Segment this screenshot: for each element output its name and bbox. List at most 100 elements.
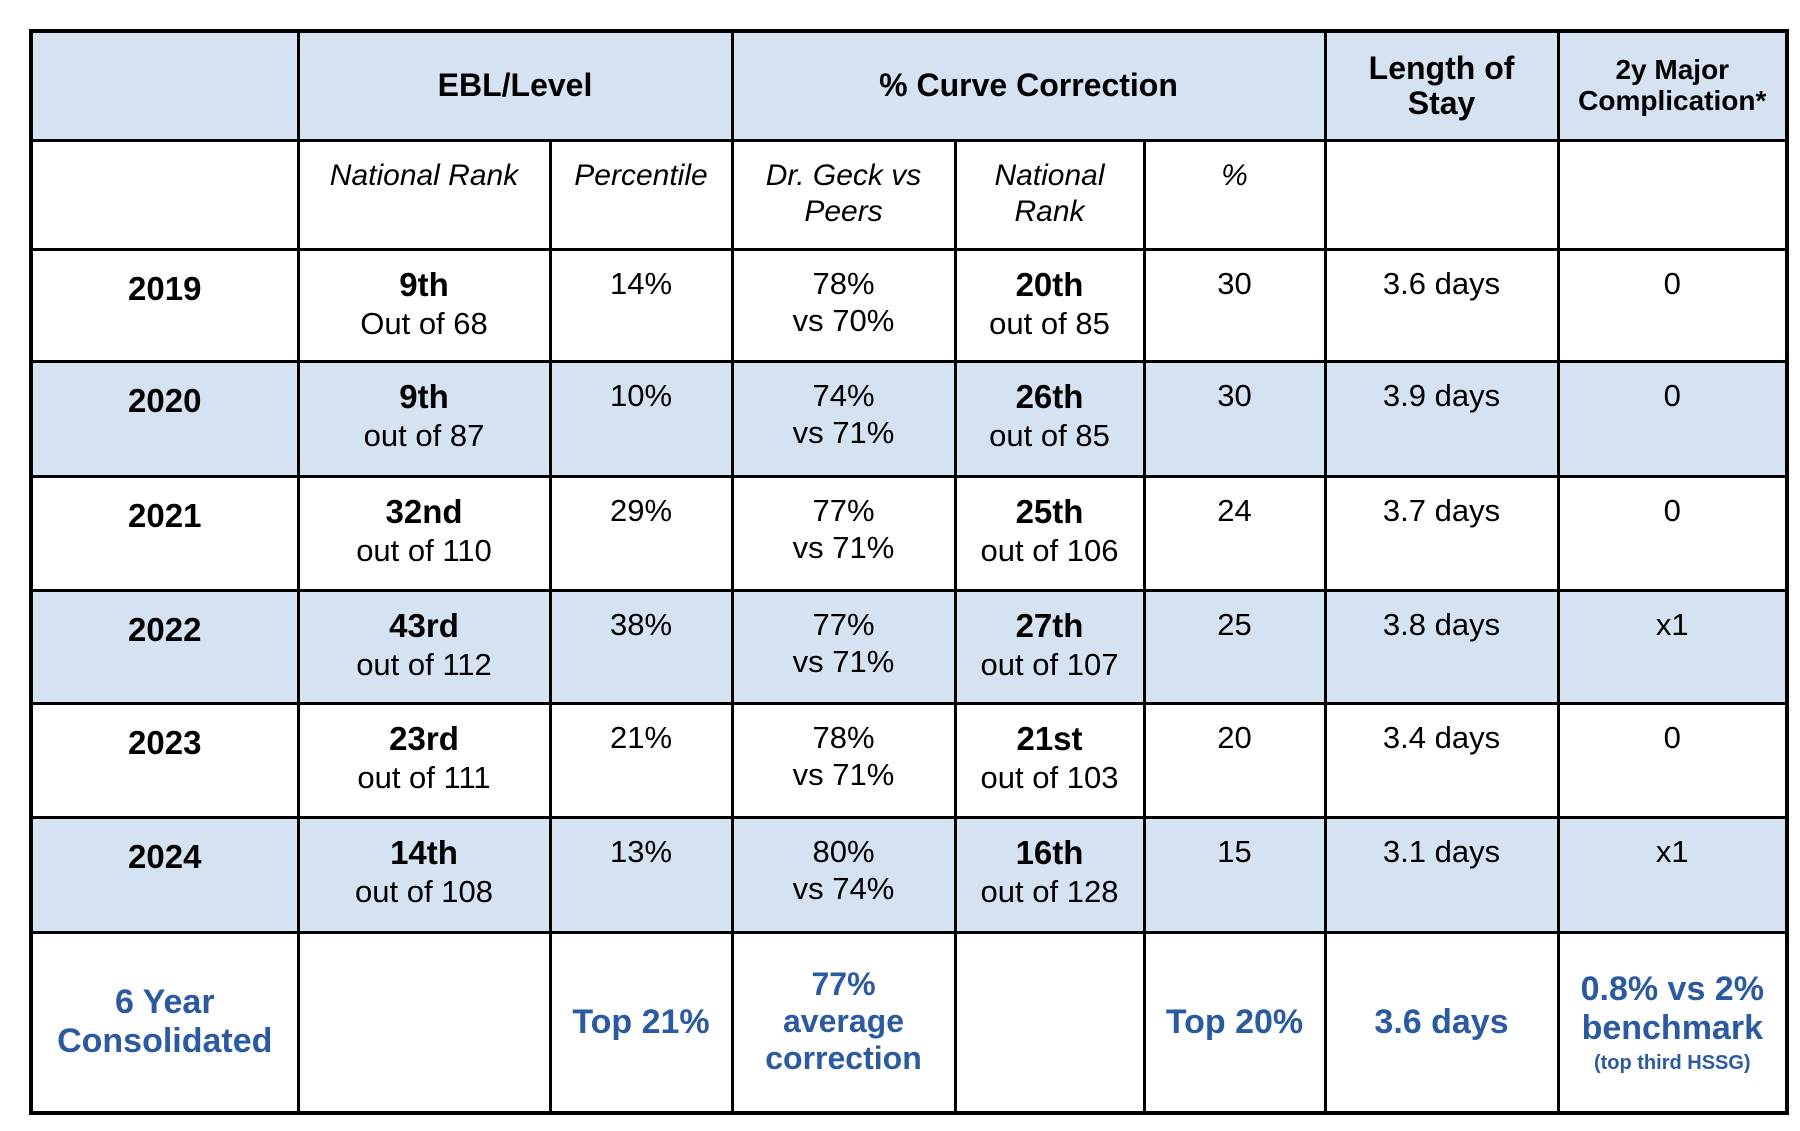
rank: 20th	[1015, 265, 1084, 303]
rank: 16th	[1015, 833, 1084, 871]
curve-rank-cell: 21st out of 103	[953, 701, 1146, 819]
header-row: EBL/Level % Curve Correction Length of S…	[29, 29, 1789, 142]
data-row: 2021 32nd out of 110 29% 77% vs 71% 25th out of…	[29, 474, 1789, 592]
complication-cell: 0	[1556, 359, 1789, 478]
pct-cell: 15	[1142, 815, 1327, 934]
peer-value: vs 71%	[792, 757, 895, 793]
complication-cell: 0	[1556, 701, 1789, 819]
year-cell: 2024	[29, 815, 300, 934]
los-cell: 3.4 days	[1323, 701, 1560, 819]
curve-rank-cell: 16th out of 128	[953, 815, 1146, 934]
data-row: 2019 9th Out of 68 14% 78% vs 70% 20th out of 8…	[29, 247, 1789, 363]
year-cell: 2020	[29, 359, 300, 478]
geck-value: 77%	[812, 606, 875, 642]
los-cell: 3.6 days	[1323, 247, 1560, 363]
peer-value: vs 71%	[792, 530, 895, 566]
geck-value: 77%	[812, 492, 875, 528]
rank: 21st	[1016, 719, 1083, 757]
peer-value: vs 74%	[792, 871, 895, 907]
year-cell: 2021	[29, 474, 300, 592]
los-cell: 3.1 days	[1323, 815, 1560, 934]
curve-rank-cell: 20th out of 85	[953, 247, 1146, 363]
rank-total: out of 103	[980, 759, 1119, 795]
summary-correction: 77% average correction	[765, 966, 922, 1076]
ebl-rank-cell: 9th Out of 68	[296, 247, 552, 363]
peer-cell: 78% vs 70%	[730, 247, 957, 363]
subheader-cell	[1556, 138, 1789, 251]
empty-cell	[296, 930, 552, 1115]
header-cell: Length of Stay	[1323, 29, 1560, 142]
geck-value: 74%	[812, 377, 875, 413]
rank-total: out of 85	[989, 305, 1110, 341]
rank: 9th	[399, 265, 449, 303]
rank: 26th	[1015, 377, 1084, 415]
ebl-rank-cell: 9th out of 87	[296, 359, 552, 478]
rank: 14th	[390, 833, 458, 871]
geck-value: 78%	[812, 265, 875, 301]
los-cell: 3.8 days	[1323, 588, 1560, 705]
subheader-cell: National Rank	[953, 138, 1146, 251]
los-cell: 3.7 days	[1323, 474, 1560, 592]
subheader-cell	[29, 138, 300, 251]
curve-rank-cell: 27th out of 107	[953, 588, 1146, 705]
complication-cell: x1	[1556, 588, 1789, 705]
rank-total: Out of 68	[360, 305, 488, 341]
header-cell: % Curve Correction	[730, 29, 1327, 142]
percentile-cell: 14%	[548, 247, 734, 363]
rank-total: out of 108	[355, 873, 493, 909]
data-row: 2024 14th out of 108 13% 80% vs 74% 16th out of…	[29, 815, 1789, 934]
percentile-cell: 29%	[548, 474, 734, 592]
ebl-rank-cell: 23rd out of 111	[296, 701, 552, 819]
peer-cell: 77% vs 71%	[730, 474, 957, 592]
percentile-cell: 10%	[548, 359, 734, 478]
subheader-cell: Percentile	[548, 138, 734, 251]
peer-value: vs 71%	[792, 415, 895, 451]
rank: 25th	[1015, 492, 1084, 530]
percentile-cell: 21%	[548, 701, 734, 819]
subheader-cell	[1323, 138, 1560, 251]
peer-cell: 77% vs 71%	[730, 588, 957, 705]
summary-pct: Top 20%	[1142, 930, 1327, 1115]
header-text: Length of Stay	[1368, 49, 1515, 121]
curve-rank-cell: 26th out of 85	[953, 359, 1146, 478]
ebl-rank-cell: 43rd out of 112	[296, 588, 552, 705]
rank-total: out of 106	[980, 532, 1119, 568]
rank: 43rd	[389, 606, 459, 644]
rank-total: out of 87	[363, 417, 485, 453]
complication-cell: x1	[1556, 815, 1789, 934]
rank-total: out of 107	[980, 646, 1119, 682]
pct-cell: 20	[1142, 701, 1327, 819]
rank-total: out of 110	[356, 532, 492, 568]
rank: 9th	[399, 377, 449, 415]
subheader-cell: %	[1142, 138, 1327, 251]
subheader-cell: National Rank	[296, 138, 552, 251]
table-body: EBL/Level % Curve Correction Length of S…	[29, 29, 1789, 1115]
ebl-rank-cell: 14th out of 108	[296, 815, 552, 934]
empty-cell	[953, 930, 1146, 1115]
summary-row: 6 Year Consolidated Top 21% 77% average co…	[29, 930, 1789, 1115]
rank: 32nd	[385, 492, 463, 530]
pct-cell: 25	[1142, 588, 1327, 705]
summary-percentile: Top 21%	[548, 930, 734, 1115]
rank: 23rd	[389, 719, 459, 757]
rank-total: out of 112	[356, 646, 492, 682]
results-table: EBL/Level % Curve Correction Length of S…	[29, 29, 1790, 1115]
data-row: 2022 43rd out of 112 38% 77% vs 71% 27th out of…	[29, 588, 1789, 705]
peer-value: vs 70%	[792, 303, 895, 339]
data-row: 2023 23rd out of 111 21% 78% vs 71% 21st out of…	[29, 701, 1789, 819]
summary-label-cell: 6 Year Consolidated	[29, 930, 300, 1115]
peer-cell: 78% vs 71%	[730, 701, 957, 819]
ebl-rank-cell: 32nd out of 110	[296, 474, 552, 592]
subheader-row: National Rank Percentile Dr. Geck vs Pee…	[29, 138, 1789, 251]
geck-value: 78%	[812, 719, 875, 755]
complication-cell: 0	[1556, 247, 1789, 363]
rank: 27th	[1015, 606, 1084, 644]
peer-cell: 74% vs 71%	[730, 359, 957, 478]
summary-los: 3.6 days	[1323, 930, 1560, 1115]
subheader-cell: Dr. Geck vs Peers	[730, 138, 957, 251]
geck-value: 80%	[812, 833, 875, 869]
rank-total: out of 128	[980, 873, 1119, 909]
peer-value: vs 71%	[792, 644, 895, 680]
